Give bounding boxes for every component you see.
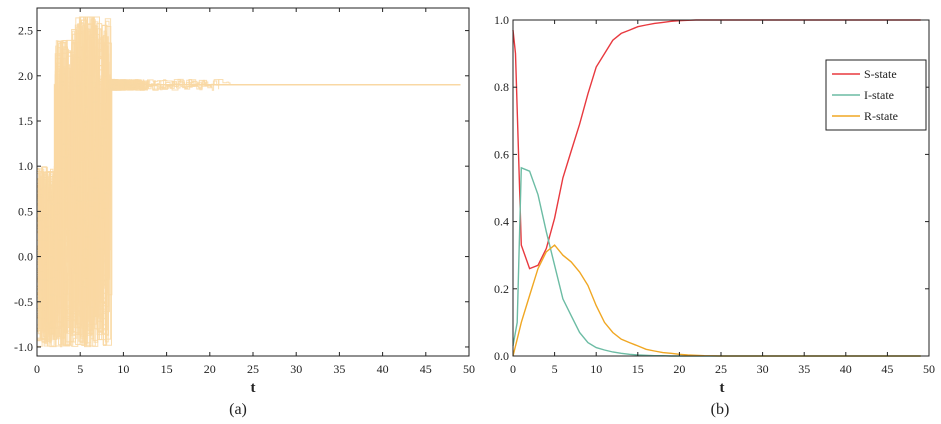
x-tick-label-a: 0 <box>34 362 40 376</box>
y-tick-label-a: 2.5 <box>18 24 33 38</box>
y-tick-label-a: 1.0 <box>18 159 33 173</box>
x-tick-label-b: 20 <box>673 362 685 376</box>
trajectory-line <box>37 52 461 347</box>
x-tick-label-a: 40 <box>377 362 389 376</box>
panel-b: 0 5 10 15 20 25 30 35 40 45 50 0.0 0.2 0.4 0.6 0.8 1.0 t… <box>494 13 935 418</box>
legend-label-s-state: S-state <box>864 67 897 81</box>
x-tick-label-b: 0 <box>510 362 516 376</box>
x-tick-label-a: 5 <box>77 362 83 376</box>
x-tick-label-b: 10 <box>590 362 602 376</box>
trajectory-line <box>37 26 461 340</box>
legend-label-i-state: I-state <box>864 88 894 102</box>
x-tick-label-b: 15 <box>632 362 644 376</box>
y-tick-label-a: 0.0 <box>18 250 33 264</box>
axes-b: 0 5 10 15 20 25 30 35 40 45 50 0.0 0.2 0.4 0.6 0.8 1.0 <box>494 13 935 376</box>
axes-a: 0 5 10 15 20 25 30 35 40 45 50 -1.0 -0.5 0.0 0.5 1.0 1.5… <box>14 7 475 376</box>
x-tick-label-a: 35 <box>333 362 345 376</box>
x-tick-label-b: 45 <box>881 362 893 376</box>
caption-b: (b) <box>711 401 730 418</box>
x-tick-label-b: 25 <box>715 362 727 376</box>
x-tick-label-b: 50 <box>923 362 935 376</box>
x-tick-label-a: 45 <box>420 362 432 376</box>
caption-a: (a) <box>229 401 247 418</box>
y-tick-label-a: 1.5 <box>18 114 33 128</box>
x-axis-label-a: t <box>251 380 256 396</box>
y-tick-label-a: 0.5 <box>18 204 33 218</box>
y-tick-label-a: 2.0 <box>18 69 33 83</box>
y-tick-label-b: 0.0 <box>494 349 509 363</box>
y-tick-label-a: -0.5 <box>14 295 33 309</box>
x-tick-label-a: 15 <box>161 362 173 376</box>
y-tick-label-b: 1.0 <box>494 13 509 27</box>
x-tick-label-a: 10 <box>117 362 129 376</box>
y-tick-label-b: 0.2 <box>494 282 509 296</box>
trajectory-line <box>37 37 461 335</box>
series-a-group <box>37 16 461 348</box>
y-tick-label-b: 0.8 <box>494 80 509 94</box>
x-axis-label-b: t <box>720 380 725 396</box>
x-tick-label-b: 35 <box>798 362 810 376</box>
x-tick-label-a: 50 <box>463 362 475 376</box>
legend-b: S-state I-state R-state <box>825 59 927 131</box>
y-tick-label-a: -1.0 <box>14 340 33 354</box>
x-tick-label-a: 30 <box>290 362 302 376</box>
y-tick-label-b: 0.4 <box>494 215 509 229</box>
panel-a: 0 5 10 15 20 25 30 35 40 45 50 -1.0 -0.5 0.0 0.5 1.0 1.5… <box>14 7 475 418</box>
x-tick-label-b: 5 <box>552 362 558 376</box>
x-tick-label-a: 25 <box>247 362 259 376</box>
x-tick-label-a: 20 <box>204 362 216 376</box>
x-tick-label-b: 40 <box>840 362 852 376</box>
y-tick-label-b: 0.6 <box>494 147 509 161</box>
legend-label-r-state: R-state <box>864 109 898 123</box>
x-tick-label-b: 30 <box>757 362 769 376</box>
